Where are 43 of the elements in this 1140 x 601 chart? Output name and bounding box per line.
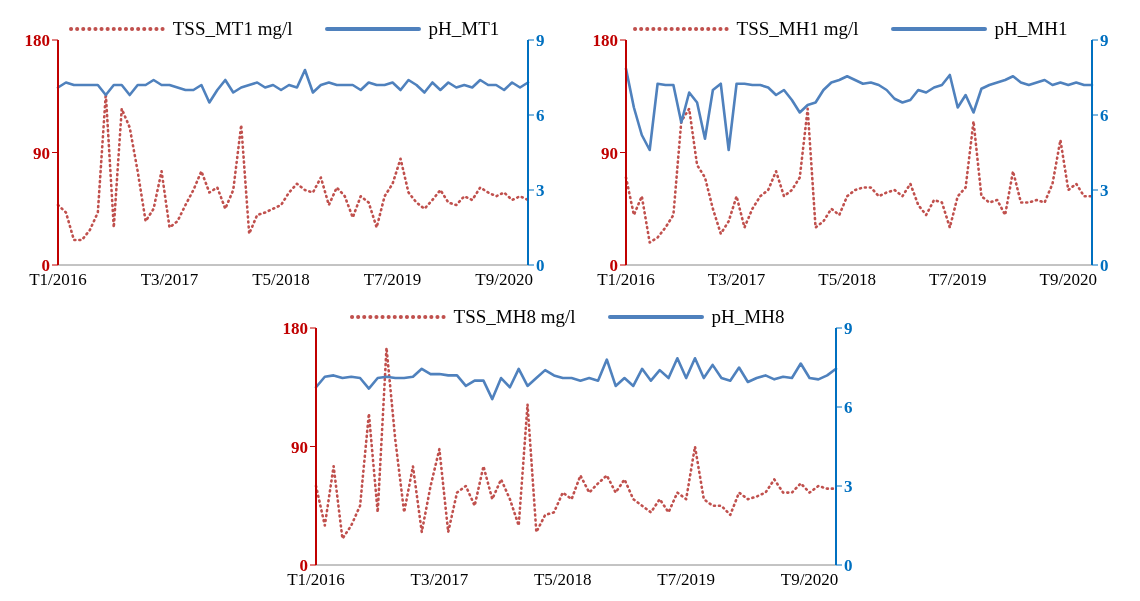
legend-label: pH_MT1	[428, 18, 500, 40]
x-tick-label: T9/2020	[780, 570, 839, 590]
x-tick-label: T1/2016	[597, 270, 655, 290]
x-tick-label: T1/2016	[29, 270, 87, 290]
x-tick-label: T3/2017	[410, 570, 469, 590]
x-tick-label: T7/2019	[363, 270, 422, 290]
y2-tick-label: 6	[1100, 106, 1109, 126]
x-tick-label: T3/2017	[140, 270, 199, 290]
x-tick-label: T5/2018	[533, 570, 592, 590]
y2-tick-label: 3	[844, 477, 853, 497]
y-tick-label: 180	[24, 31, 50, 51]
x-tick-label: T5/2018	[818, 270, 876, 290]
y-tick-label: 90	[601, 143, 618, 163]
legend-label: TSS_MH1 mg/l	[736, 18, 859, 40]
y-tick-label: 180	[592, 31, 618, 51]
legend-label: pH_MH8	[711, 306, 785, 328]
legend-label: TSS_MT1 mg/l	[172, 18, 293, 40]
legend-label: TSS_MH8 mg/l	[453, 306, 576, 328]
y2-tick-label: 0	[536, 256, 545, 276]
y2-tick-label: 0	[1100, 256, 1109, 276]
x-tick-label: T7/2019	[928, 270, 987, 290]
y2-tick-label: 3	[1100, 181, 1109, 201]
x-tick-label: T7/2019	[657, 570, 715, 590]
y-tick-label: 90	[33, 143, 50, 163]
y2-tick-label: 9	[844, 319, 853, 339]
x-tick-label: T3/2017	[707, 270, 766, 290]
line-series	[624, 107, 1094, 244]
line-series	[314, 356, 838, 401]
legend-label: pH_MH1	[994, 18, 1068, 40]
x-tick-label: T5/2018	[252, 270, 310, 290]
line-series	[56, 68, 530, 104]
y2-tick-label: 6	[536, 106, 545, 126]
y2-tick-label: 9	[1100, 31, 1109, 51]
y2-tick-label: 3	[536, 181, 545, 201]
y2-tick-label: 6	[844, 398, 853, 418]
y2-tick-label: 9	[536, 31, 545, 51]
x-tick-label: T9/2020	[1039, 270, 1098, 290]
y-tick-label: 180	[282, 319, 308, 339]
y2-tick-label: 0	[844, 556, 853, 576]
y-tick-label: 90	[291, 437, 308, 457]
line-series	[624, 67, 1094, 152]
x-tick-label: T1/2016	[287, 570, 345, 590]
x-tick-label: T9/2020	[475, 270, 533, 290]
